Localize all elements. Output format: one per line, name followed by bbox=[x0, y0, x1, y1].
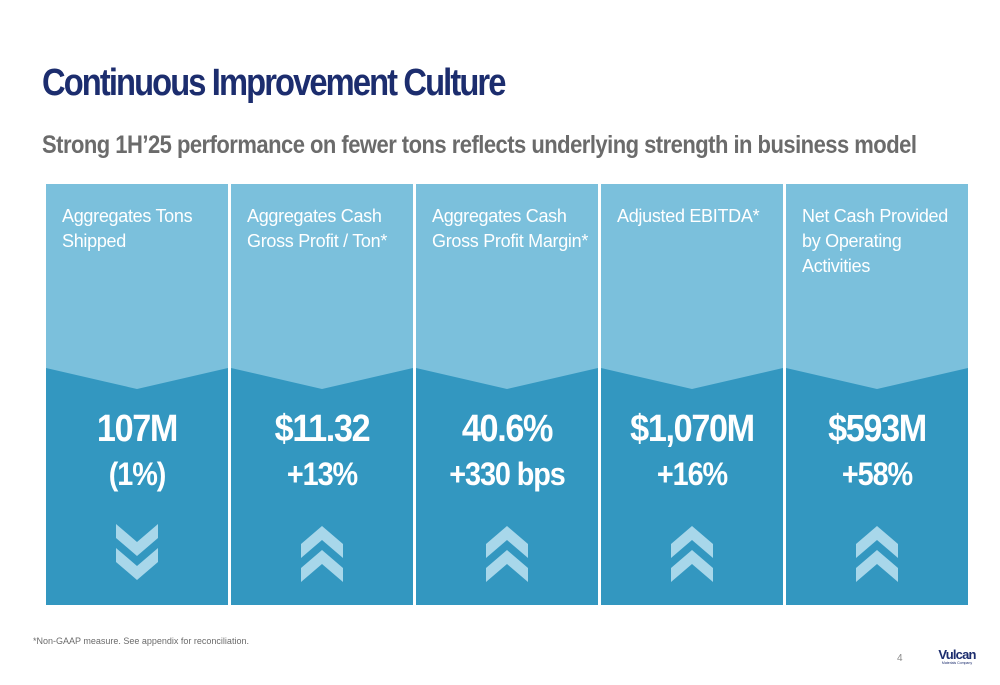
metric-card-net-cash-operating: Net Cash Provided by Operating Activitie… bbox=[786, 184, 968, 605]
card-label: Aggregates Cash Gross Profit / Ton* bbox=[247, 206, 388, 251]
card-change: (1%) bbox=[108, 456, 167, 492]
card-change: +13% bbox=[286, 456, 358, 492]
card-value: $593M bbox=[828, 408, 927, 450]
card-value: 40.6% bbox=[461, 408, 554, 450]
logo-tagline: Materials Company bbox=[941, 661, 973, 665]
card-background bbox=[231, 184, 413, 605]
card-label: Adjusted EBITDA* bbox=[617, 206, 760, 226]
footnote: *Non-GAAP measure. See appendix for reco… bbox=[33, 636, 249, 646]
card-change: +330 bps bbox=[449, 456, 566, 492]
double-chevron-up-icon bbox=[671, 526, 713, 582]
metric-card-tons-shipped: Aggregates Tons Shipped 107M (1%) bbox=[46, 184, 228, 605]
logo-name: Vulcan bbox=[938, 647, 976, 662]
card-change: +16% bbox=[656, 456, 728, 492]
card-background bbox=[46, 184, 228, 605]
double-chevron-up-icon bbox=[486, 526, 528, 582]
card-label: Net Cash Provided by Operating Activitie… bbox=[802, 206, 948, 276]
card-label: Aggregates Cash Gross Profit Margin* bbox=[432, 206, 589, 251]
metric-card-adjusted-ebitda: Adjusted EBITDA* $1,070M +16% bbox=[601, 184, 783, 605]
vulcan-logo: Vulcan Materials Company bbox=[937, 648, 977, 666]
card-value: $1,070M bbox=[630, 408, 755, 450]
double-chevron-down-icon bbox=[116, 524, 158, 580]
slide-title: Continuous Improvement Culture bbox=[42, 62, 506, 104]
metric-card-cash-gross-profit-per-ton: Aggregates Cash Gross Profit / Ton* $11.… bbox=[231, 184, 413, 605]
page-number: 4 bbox=[897, 653, 903, 664]
card-value: 107M bbox=[96, 408, 179, 450]
card-value: $11.32 bbox=[274, 408, 371, 450]
card-change: +58% bbox=[841, 456, 913, 492]
card-label: Aggregates Tons Shipped bbox=[62, 206, 193, 251]
metric-card-cash-gross-profit-margin: Aggregates Cash Gross Profit Margin* 40.… bbox=[416, 184, 598, 605]
slide-subtitle: Strong 1H’25 performance on fewer tons r… bbox=[42, 131, 917, 159]
double-chevron-up-icon bbox=[301, 526, 343, 582]
double-chevron-up-icon bbox=[856, 526, 898, 582]
